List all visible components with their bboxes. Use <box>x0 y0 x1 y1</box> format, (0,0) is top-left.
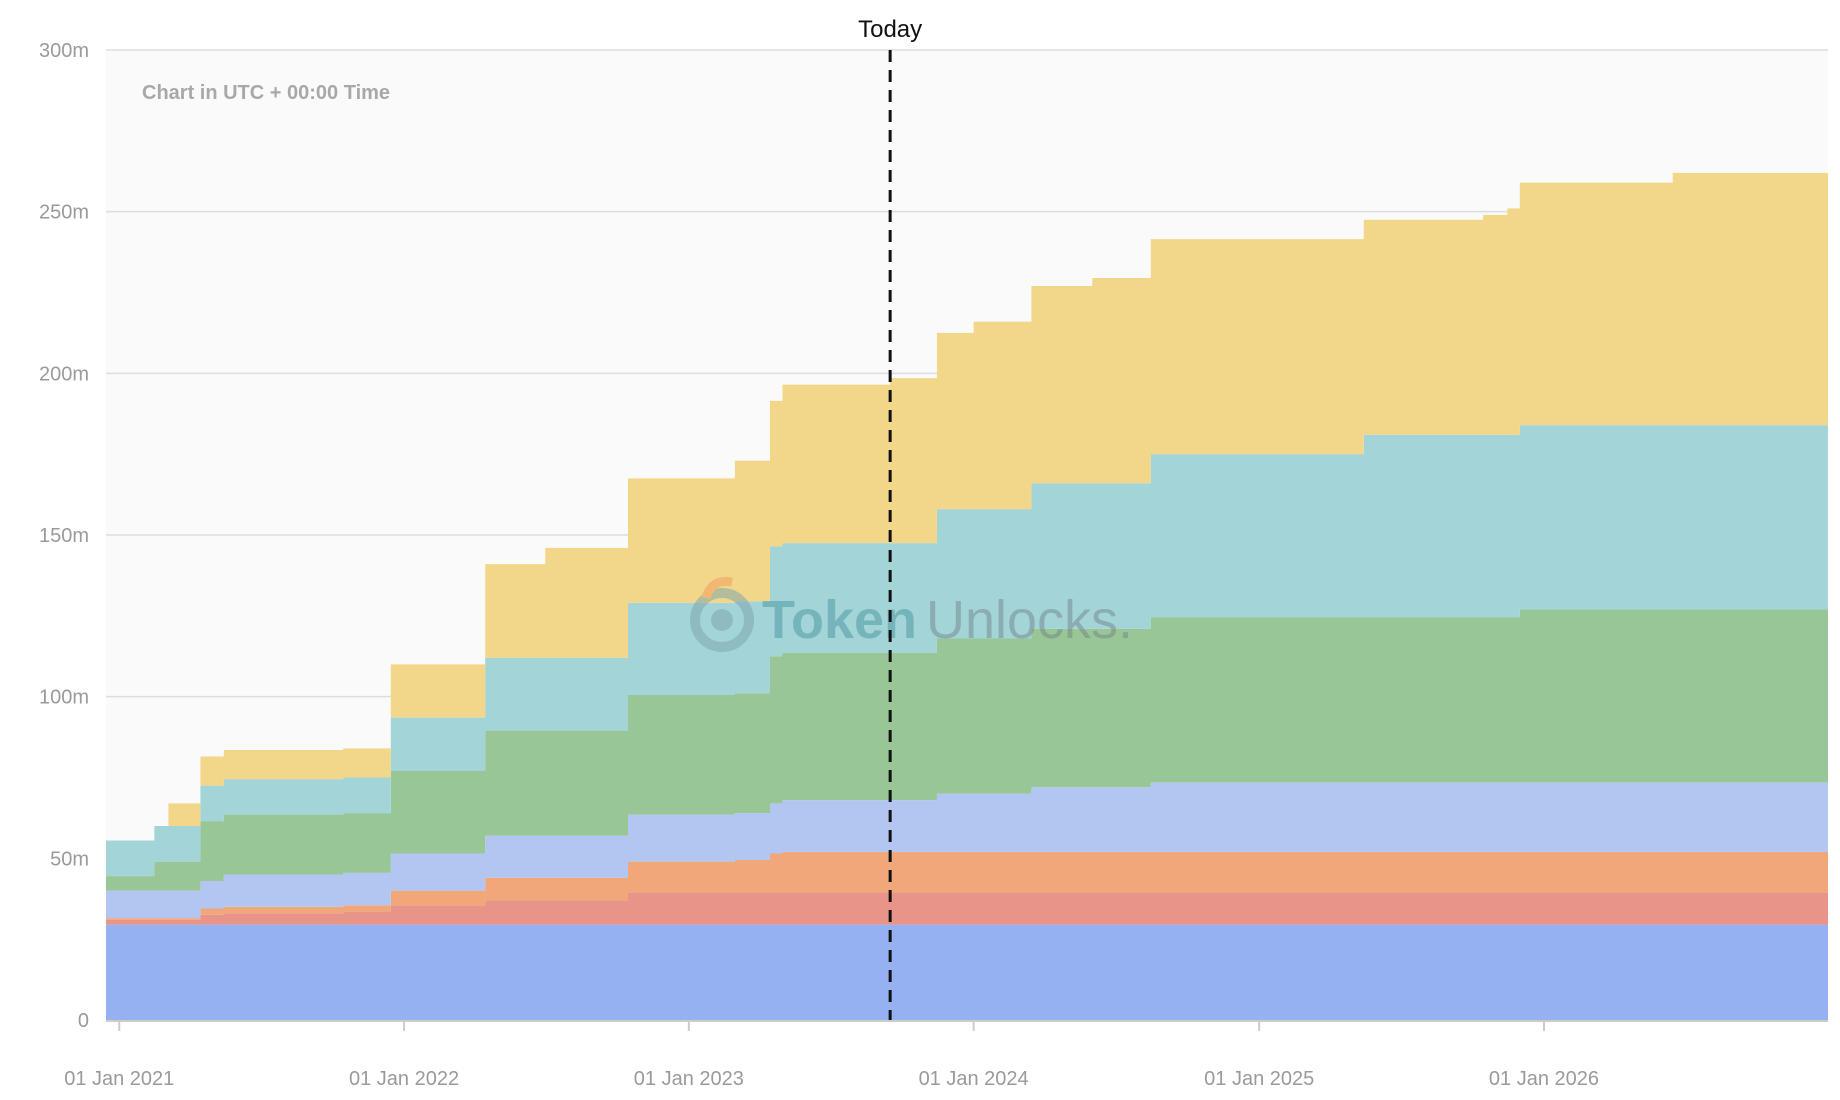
x-axis: 01 Jan 2021 01 Jan 2022 01 Jan 2023 01 Jan … <box>64 1021 1599 1090</box>
y-tick-label: 250m <box>39 202 89 224</box>
x-tick-label: 01 Jan 2023 <box>634 1068 744 1090</box>
y-tick-label: 50m <box>50 848 89 870</box>
x-tick-label: 01 Jan 2026 <box>1489 1068 1599 1090</box>
series-area-1 <box>106 924 1828 1020</box>
series-area-5 <box>106 609 1828 891</box>
x-tick-label: 01 Jan 2025 <box>1204 1068 1314 1090</box>
today-label: Today <box>858 16 922 43</box>
y-tick-label: 150m <box>39 525 89 547</box>
x-tick-label: 01 Jan 2024 <box>919 1068 1029 1090</box>
series-areas <box>106 172 1828 1020</box>
x-tick-label: 01 Jan 2022 <box>349 1068 459 1090</box>
x-tick-label: 01 Jan 2021 <box>64 1068 174 1090</box>
series-area-4 <box>106 782 1828 919</box>
watermark-unlocks-text: Unlocks. <box>926 590 1133 650</box>
y-axis: 0 50m 100m 150m 200m 250m 300m <box>39 40 89 1032</box>
watermark-token-text: Token <box>762 590 917 650</box>
chart-note: Chart in UTC + 00:00 Time <box>142 82 390 104</box>
y-tick-label: 0 <box>78 1010 89 1032</box>
series-area-3 <box>106 851 1828 920</box>
series-area-7 <box>106 172 1828 841</box>
series-area-6 <box>106 425 1828 877</box>
watermark-logo-icon <box>690 576 754 652</box>
y-tick-label: 300m <box>39 40 89 62</box>
y-tick-label: 200m <box>39 363 89 385</box>
y-tick-label: 100m <box>39 687 89 709</box>
